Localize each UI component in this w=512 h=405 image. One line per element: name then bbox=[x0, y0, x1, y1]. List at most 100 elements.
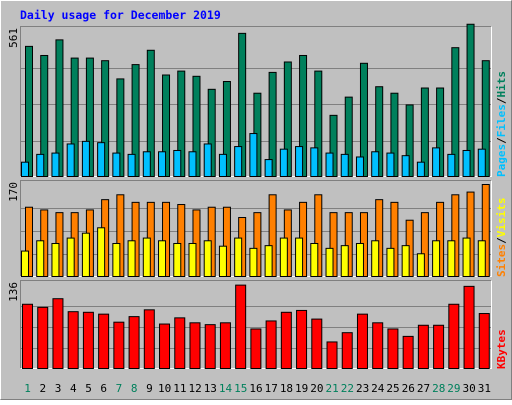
bar-sites-day-25 bbox=[386, 247, 395, 278]
bar-files-day-21 bbox=[325, 152, 334, 178]
bar-kbytes-day-22 bbox=[341, 332, 353, 370]
bar-kbytes-day-28 bbox=[433, 324, 445, 370]
panel-legend: KBytes bbox=[495, 329, 508, 369]
bar-kbytes-day-29 bbox=[448, 303, 460, 369]
bar-kbytes-day-11 bbox=[174, 317, 186, 369]
bar-kbytes-day-14 bbox=[219, 322, 231, 370]
bar-sites-day-19 bbox=[295, 237, 304, 278]
bar-sites-day-15 bbox=[234, 237, 243, 278]
bar-files-day-11 bbox=[173, 149, 182, 178]
bar-sites-day-28 bbox=[432, 240, 441, 277]
bar-files-day-5 bbox=[81, 140, 90, 177]
bar-files-day-3 bbox=[51, 152, 60, 178]
bar-files-day-1 bbox=[21, 161, 29, 178]
bar-sites-day-26 bbox=[401, 245, 410, 277]
bar-kbytes-day-17 bbox=[265, 320, 277, 369]
x-tick-label-day-9: 9 bbox=[146, 382, 153, 395]
bar-sites-day-14 bbox=[218, 245, 227, 278]
panel-frame-dark bbox=[20, 180, 492, 277]
panel-legend: Sites/Visits bbox=[495, 198, 508, 278]
bar-sites-day-10 bbox=[158, 240, 167, 277]
bar-files-day-25 bbox=[386, 152, 395, 178]
bar-kbytes-day-3 bbox=[52, 298, 64, 369]
bar-kbytes-day-19 bbox=[296, 309, 308, 369]
x-tick-label-day-31: 31 bbox=[478, 382, 491, 395]
x-tick-label-day-7: 7 bbox=[116, 382, 123, 395]
bar-sites-day-16 bbox=[249, 247, 258, 278]
bar-sites-day-20 bbox=[310, 242, 319, 277]
y-axis-max-label: 561 bbox=[7, 28, 20, 48]
x-tick-label-day-20: 20 bbox=[310, 382, 323, 395]
bar-sites-day-29 bbox=[447, 240, 456, 277]
bar-sites-day-18 bbox=[279, 237, 288, 278]
x-tick-label-day-12: 12 bbox=[188, 382, 201, 395]
x-tick-label-day-28: 28 bbox=[432, 382, 445, 395]
x-tick-label-day-8: 8 bbox=[131, 382, 138, 395]
bar-files-day-7 bbox=[112, 152, 121, 178]
legend-entry: KBytes bbox=[495, 329, 508, 369]
bar-kbytes-day-7 bbox=[113, 321, 125, 370]
bar-sites-day-12 bbox=[188, 242, 197, 277]
bar-files-day-12 bbox=[188, 151, 197, 177]
bar-sites-day-27 bbox=[416, 253, 425, 277]
bar-kbytes-day-12 bbox=[189, 322, 201, 370]
x-tick-label-day-29: 29 bbox=[447, 382, 460, 395]
legend-entry: / bbox=[495, 137, 508, 144]
panel-hits_files: 561 Pages/Files/Hits bbox=[7, 23, 508, 178]
chart-title: Daily usage for December 2019 bbox=[20, 8, 221, 22]
bar-files-day-9 bbox=[142, 151, 151, 177]
bar-kbytes-day-31 bbox=[478, 313, 490, 370]
bar-files-day-14 bbox=[218, 153, 227, 177]
bar-kbytes-day-13 bbox=[204, 324, 216, 370]
legend-entry: / bbox=[495, 237, 508, 244]
bar-sites-day-8 bbox=[127, 240, 136, 277]
bar-sites-day-3 bbox=[51, 242, 60, 277]
bar-kbytes-day-8 bbox=[128, 316, 140, 369]
panel-frame-dark bbox=[20, 26, 492, 177]
bar-files-day-19 bbox=[295, 146, 304, 178]
bar-kbytes-day-30 bbox=[463, 285, 475, 369]
bar-files-day-22 bbox=[340, 153, 349, 177]
x-tick-label-day-18: 18 bbox=[280, 382, 293, 395]
bar-sites-day-24 bbox=[371, 240, 380, 277]
legend-entry: Sites bbox=[495, 244, 508, 277]
bar-kbytes-day-18 bbox=[280, 311, 292, 370]
bar-files-day-29 bbox=[447, 153, 456, 177]
x-tick-label-day-14: 14 bbox=[219, 382, 233, 395]
bar-kbytes-day-2 bbox=[37, 306, 49, 369]
bar-kbytes-day-6 bbox=[98, 313, 110, 370]
bar-kbytes-day-5 bbox=[82, 311, 94, 370]
bar-files-day-20 bbox=[310, 147, 319, 177]
bar-files-day-26 bbox=[401, 155, 410, 178]
x-tick-label-day-27: 27 bbox=[417, 382, 430, 395]
bar-sites-day-13 bbox=[203, 240, 212, 277]
x-tick-label-day-25: 25 bbox=[386, 382, 399, 395]
bar-kbytes-day-25 bbox=[387, 328, 399, 369]
bar-files-day-17 bbox=[264, 159, 273, 178]
x-tick-label-day-24: 24 bbox=[371, 382, 385, 395]
bar-files-day-31 bbox=[477, 148, 486, 177]
bar-sites-day-11 bbox=[173, 242, 182, 277]
legend-entry: / bbox=[495, 97, 508, 104]
x-tick-label-day-21: 21 bbox=[326, 382, 339, 395]
panel-sites_visits: 170 Sites/Visits bbox=[7, 180, 508, 278]
bar-files-day-6 bbox=[97, 142, 106, 177]
legend-entry: Pages bbox=[495, 144, 508, 177]
legend-entry: Visits bbox=[495, 198, 508, 238]
legend-entry: Hits bbox=[495, 71, 508, 98]
bar-sites-day-22 bbox=[340, 245, 349, 277]
x-tick-label-day-3: 3 bbox=[55, 382, 62, 395]
bar-files-day-30 bbox=[462, 149, 471, 178]
bar-kbytes-day-4 bbox=[67, 311, 79, 370]
y-axis-max-label: 136 bbox=[7, 282, 20, 302]
bar-kbytes-day-9 bbox=[143, 309, 155, 369]
bar-files-day-13 bbox=[203, 143, 212, 178]
panel-frame-dark bbox=[20, 280, 492, 369]
bar-sites-day-7 bbox=[112, 242, 121, 277]
x-tick-label-day-17: 17 bbox=[265, 382, 278, 395]
panel-legend: Pages/Files/Hits bbox=[495, 71, 508, 177]
x-tick-label-day-26: 26 bbox=[402, 382, 415, 395]
x-tick-label-day-1: 1 bbox=[24, 382, 31, 395]
